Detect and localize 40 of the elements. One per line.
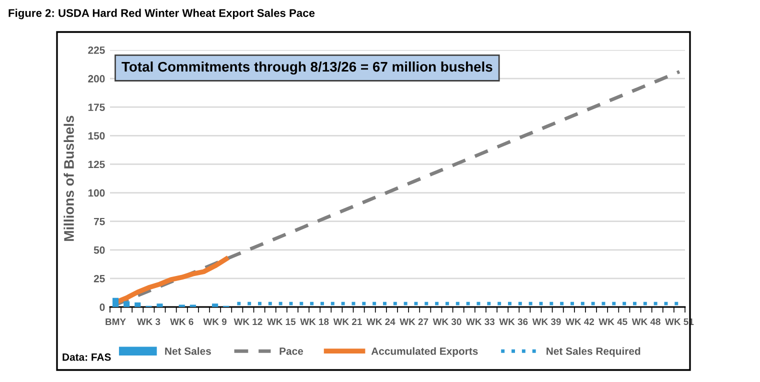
y-tick-label: 25 (94, 274, 105, 282)
bar (112, 298, 119, 307)
x-tick-label: WK 42 (566, 318, 594, 325)
chart-title: Figure 2: USDA Hard Red Winter Wheat Export Sales Pace (8, 8, 315, 20)
y-tick-label: 0 (100, 304, 105, 311)
x-tick-label: WK 27 (400, 318, 428, 325)
y-tick-label: 175 (88, 104, 105, 111)
x-tick-label: WK 30 (432, 318, 462, 326)
bar (134, 302, 141, 307)
x-tick-label: WK 45 (598, 318, 628, 326)
bar (212, 304, 218, 307)
y-axis-title: Millions of Bushels (64, 116, 74, 241)
x-tick-label: WK 24 (366, 318, 396, 325)
legend-label: Net Sales (165, 347, 211, 355)
y-tick-label: 100 (88, 189, 105, 197)
legend-label: Accumulated Exports (371, 347, 478, 357)
y-tick-label: 50 (94, 246, 105, 254)
x-tick-label: WK 33 (466, 318, 495, 326)
y-tick-label: 225 (88, 46, 105, 54)
y-tick-label: 200 (88, 75, 105, 82)
bar (124, 301, 130, 307)
x-tick-label: WK 36 (499, 318, 528, 326)
x-tick-label: WK 6 (170, 318, 194, 326)
legend-label: Net Sales Required (546, 347, 640, 357)
bar (156, 304, 163, 307)
y-tick-label: 75 (94, 218, 105, 226)
x-tick-label: WK 18 (300, 318, 329, 326)
text: Data: FAS (62, 353, 111, 361)
legend-label: Pace (280, 348, 304, 355)
x-tick-label: WK 15 (266, 318, 296, 326)
y-tick-label: 125 (88, 160, 105, 168)
x-tick-label: WK 48 (632, 318, 660, 326)
x-tick-label: WK 12 (234, 318, 262, 325)
x-tick-label: WK 21 (333, 318, 362, 325)
x-tick-label: BMY (106, 318, 126, 325)
x-tick-label: WK 3 (136, 318, 160, 326)
y-tick-label: 150 (88, 132, 105, 140)
annotation: Total Commitments through 8/13/26 = 67 million bushels (122, 61, 492, 74)
x-tick-label: WK 9 (203, 318, 227, 326)
x-tick-label: WK 39 (532, 318, 561, 326)
